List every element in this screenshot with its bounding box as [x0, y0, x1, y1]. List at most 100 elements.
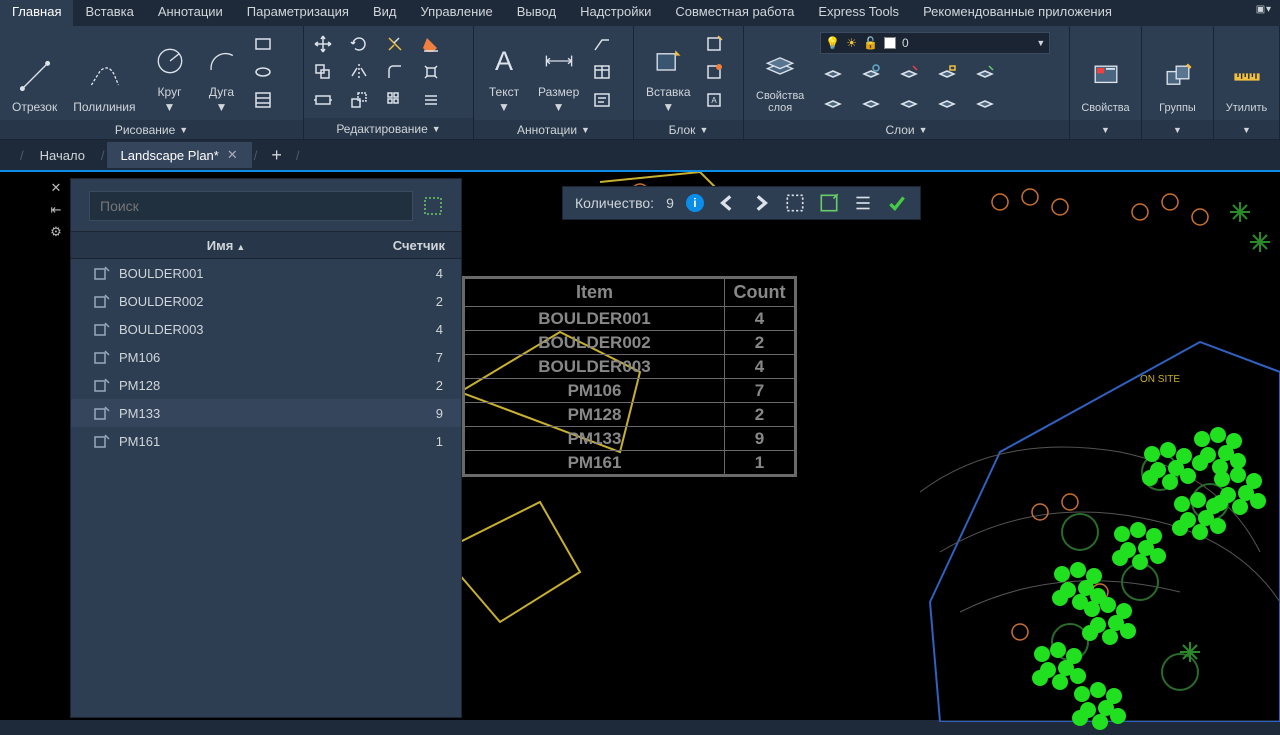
- properties-button[interactable]: Свойства: [1075, 30, 1135, 116]
- zoom-icon[interactable]: [818, 192, 840, 214]
- array-icon[interactable]: [382, 88, 408, 112]
- line-button[interactable]: Отрезок: [6, 30, 63, 116]
- doctab-home[interactable]: Начало: [26, 143, 99, 168]
- palette-close-icon[interactable]: ✕: [46, 180, 66, 196]
- panel-groups: Группы ▼: [1142, 26, 1214, 139]
- text-button[interactable]: A Текст▼: [480, 30, 528, 116]
- info-icon[interactable]: i: [686, 194, 704, 212]
- accept-icon[interactable]: [886, 192, 908, 214]
- document-tabs: / Начало / Landscape Plan* ✕ / + /: [0, 140, 1280, 170]
- highlighted-block[interactable]: [1070, 682, 1130, 735]
- search-input[interactable]: [89, 191, 413, 221]
- layer-uniso-icon[interactable]: [858, 90, 884, 114]
- panel-layers-title[interactable]: Слои▼: [744, 120, 1069, 139]
- utils-button[interactable]: Утилить: [1220, 30, 1274, 116]
- layer-iso-icon[interactable]: [820, 60, 846, 84]
- arc-button[interactable]: Дуга▼: [198, 30, 246, 116]
- palette-row[interactable]: PM1282: [71, 371, 461, 399]
- highlighted-block[interactable]: [1170, 492, 1230, 545]
- groups-button[interactable]: Группы: [1153, 30, 1202, 116]
- next-arrow-icon[interactable]: [750, 192, 772, 214]
- tab-addins[interactable]: Надстройки: [568, 0, 663, 26]
- move-icon[interactable]: [310, 32, 336, 56]
- explode-icon[interactable]: [418, 60, 444, 84]
- sort-arrow-icon: ▲: [236, 242, 245, 252]
- ellipse-icon[interactable]: [250, 60, 276, 84]
- insert-button[interactable]: Вставка▼: [640, 30, 697, 116]
- tab-collab[interactable]: Совместная работа: [663, 0, 806, 26]
- prev-arrow-icon[interactable]: [716, 192, 738, 214]
- palette-menu-icon[interactable]: ⚙: [46, 224, 66, 240]
- copy-icon[interactable]: [310, 60, 336, 84]
- highlighted-block[interactable]: [1110, 522, 1170, 575]
- tab-view[interactable]: Вид: [361, 0, 409, 26]
- polyline-button[interactable]: Полилиния: [67, 30, 141, 116]
- tab-manage[interactable]: Управление: [408, 0, 504, 26]
- chevron-down-icon: ▼: [1036, 38, 1045, 48]
- layer-off-icon[interactable]: [896, 60, 922, 84]
- layer-prev-icon[interactable]: [820, 90, 846, 114]
- scale-icon[interactable]: [346, 88, 372, 112]
- mirror-icon[interactable]: [346, 60, 372, 84]
- erase-icon[interactable]: [418, 32, 444, 56]
- mtext-icon[interactable]: [589, 88, 615, 112]
- palette-row[interactable]: BOULDER0014: [71, 259, 461, 287]
- layer-on-icon[interactable]: [934, 90, 960, 114]
- panel-groups-title[interactable]: ▼: [1142, 120, 1213, 139]
- palette-pin-icon[interactable]: ⇤: [46, 202, 66, 218]
- table-icon[interactable]: [589, 60, 615, 84]
- new-doc-button[interactable]: +: [259, 141, 294, 170]
- layer-props-button[interactable]: Свойства слоя: [750, 30, 810, 116]
- palette-row[interactable]: BOULDER0022: [71, 287, 461, 315]
- dimension-button[interactable]: Размер▼: [532, 30, 585, 116]
- tab-parametric[interactable]: Параметризация: [235, 0, 361, 26]
- attr-icon[interactable]: A: [701, 88, 727, 112]
- layer-thaw-icon[interactable]: [896, 90, 922, 114]
- panel-props: Свойства ▼: [1070, 26, 1142, 139]
- dwg-th-count: Count: [725, 279, 795, 307]
- create-block-icon[interactable]: [701, 32, 727, 56]
- stretch-icon[interactable]: [310, 88, 336, 112]
- layer-combo[interactable]: 💡 ☀ 🔓 0 ▼: [820, 32, 1050, 54]
- palette-row[interactable]: PM1067: [71, 343, 461, 371]
- palette-row[interactable]: PM1611: [71, 427, 461, 455]
- close-icon[interactable]: ✕: [227, 147, 238, 163]
- panel-draw-title[interactable]: Рисование▼: [0, 120, 303, 139]
- tab-featured[interactable]: Рекомендованные приложения: [911, 0, 1124, 26]
- tab-express[interactable]: Express Tools: [806, 0, 911, 26]
- offset-icon[interactable]: [418, 88, 444, 112]
- panel-edit-title[interactable]: Редактирование▼: [304, 118, 473, 139]
- tab-main[interactable]: Главная: [0, 0, 73, 26]
- layer-lock-icon[interactable]: [934, 60, 960, 84]
- palette-row[interactable]: BOULDER0034: [71, 315, 461, 343]
- layer-name: 0: [902, 36, 909, 50]
- tab-output[interactable]: Вывод: [505, 0, 568, 26]
- count-table-drawing[interactable]: ItemCount BOULDER0014BOULDER0022BOULDER0…: [462, 276, 797, 477]
- leader-icon[interactable]: [589, 32, 615, 56]
- select-objects-icon[interactable]: [423, 196, 443, 216]
- palette-row[interactable]: PM1339: [71, 399, 461, 427]
- panel-props-title[interactable]: ▼: [1070, 120, 1141, 139]
- tab-annotate[interactable]: Аннотации: [146, 0, 235, 26]
- panel-block-title[interactable]: Блок▼: [634, 120, 743, 139]
- hatch-icon[interactable]: [250, 88, 276, 112]
- palette-header[interactable]: Имя▲ Счетчик: [71, 231, 461, 259]
- layer-match-icon[interactable]: [972, 60, 998, 84]
- circle-button[interactable]: Круг▼: [146, 30, 194, 116]
- panel-utils-title[interactable]: ▼: [1214, 120, 1279, 139]
- list-icon[interactable]: [852, 192, 874, 214]
- rotate-icon[interactable]: [346, 32, 372, 56]
- svg-text:A: A: [711, 96, 717, 105]
- drawing-area[interactable]: ON SITE ItemCount: [0, 170, 1280, 720]
- rect-icon[interactable]: [250, 32, 276, 56]
- ribbon-minimize[interactable]: ▣ ▾: [1246, 0, 1280, 26]
- trim-icon[interactable]: [382, 32, 408, 56]
- select-icon[interactable]: [784, 192, 806, 214]
- layer-unlock-icon[interactable]: [972, 90, 998, 114]
- fillet-icon[interactable]: [382, 60, 408, 84]
- doctab-active[interactable]: Landscape Plan* ✕: [107, 142, 252, 168]
- tab-insert[interactable]: Вставка: [73, 0, 145, 26]
- layer-freeze-icon[interactable]: [858, 60, 884, 84]
- panel-anno-title[interactable]: Аннотации▼: [474, 120, 633, 139]
- edit-block-icon[interactable]: [701, 60, 727, 84]
